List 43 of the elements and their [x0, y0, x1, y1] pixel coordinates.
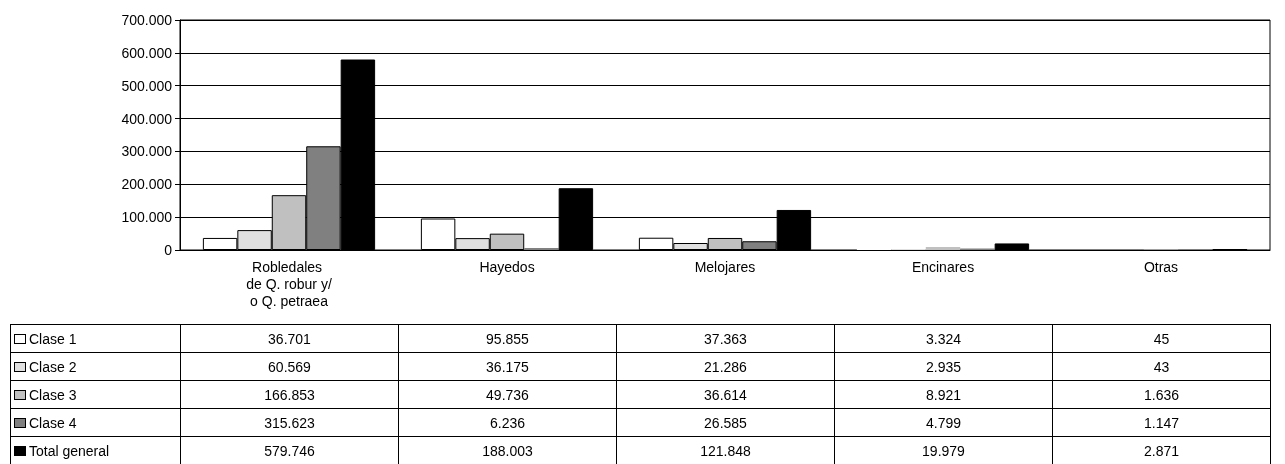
data-label: 36.175: [398, 352, 617, 381]
data-label: 6.236: [398, 408, 617, 437]
data-label: 37.363: [616, 324, 835, 353]
data-label: 188.003: [398, 436, 617, 464]
data-label: 8.921: [834, 380, 1053, 409]
data-label: 315.623: [180, 408, 399, 437]
data-label: 45: [1052, 324, 1271, 353]
data-label: 60.569: [180, 352, 399, 381]
x-tick-label: Otras: [1143, 258, 1179, 275]
data-label: 26.585: [616, 408, 835, 437]
data-label: 2.935: [834, 352, 1053, 381]
x-tick-label: Melojares: [694, 258, 756, 275]
data-label: 36.614: [616, 380, 835, 409]
data-label: 1.147: [1052, 408, 1271, 437]
data-label: 166.853: [180, 380, 399, 409]
legend-label: Clase 3: [29, 386, 77, 403]
y-tick-label: 700.000: [121, 12, 173, 28]
legend-label: Clase 4: [29, 414, 77, 431]
x-tick-label: Encinares: [911, 258, 975, 275]
data-label: 21.286: [616, 352, 835, 381]
legend-label: Clase 1: [29, 330, 77, 347]
y-tick-label: 400.000: [121, 110, 173, 127]
data-label: 2.871: [1052, 436, 1271, 464]
legend-label: Clase 2: [29, 358, 77, 375]
y-tick-label: 600.000: [121, 44, 173, 61]
data-label: 3.324: [834, 324, 1053, 353]
legend-label: Total general: [29, 442, 110, 459]
y-tick-label: 100.000: [121, 209, 173, 226]
data-label: 4.799: [834, 408, 1053, 437]
data-label: 121.848: [616, 436, 835, 464]
data-label: 36.701: [180, 324, 399, 353]
y-tick-label: 0: [164, 242, 173, 258]
data-label: 95.855: [398, 324, 617, 353]
y-tick-label: 200.000: [121, 176, 173, 193]
data-label: 579.746: [180, 436, 399, 464]
data-label: 49.736: [398, 380, 617, 409]
x-tick-label: Robledales de Q. robur y/o Q. petraea: [246, 258, 332, 309]
data-label: 1.636: [1052, 380, 1271, 409]
y-tick-label: 300.000: [121, 143, 173, 160]
data-label: 19.979: [834, 436, 1053, 464]
data-label: 43: [1052, 352, 1271, 381]
x-tick-label: Hayedos: [479, 258, 535, 275]
y-tick-label: 500.000: [121, 77, 173, 94]
